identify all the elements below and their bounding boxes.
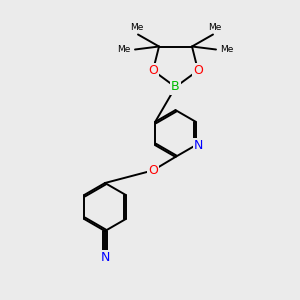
Text: Me: Me: [117, 45, 130, 54]
Text: Me: Me: [130, 23, 143, 32]
Text: O: O: [148, 64, 158, 77]
Text: N: N: [194, 139, 203, 152]
Text: B: B: [171, 80, 180, 94]
Text: Me: Me: [208, 23, 221, 32]
Text: N: N: [100, 250, 110, 264]
Text: O: O: [148, 164, 158, 177]
Text: O: O: [193, 64, 203, 77]
Text: Me: Me: [220, 45, 234, 54]
